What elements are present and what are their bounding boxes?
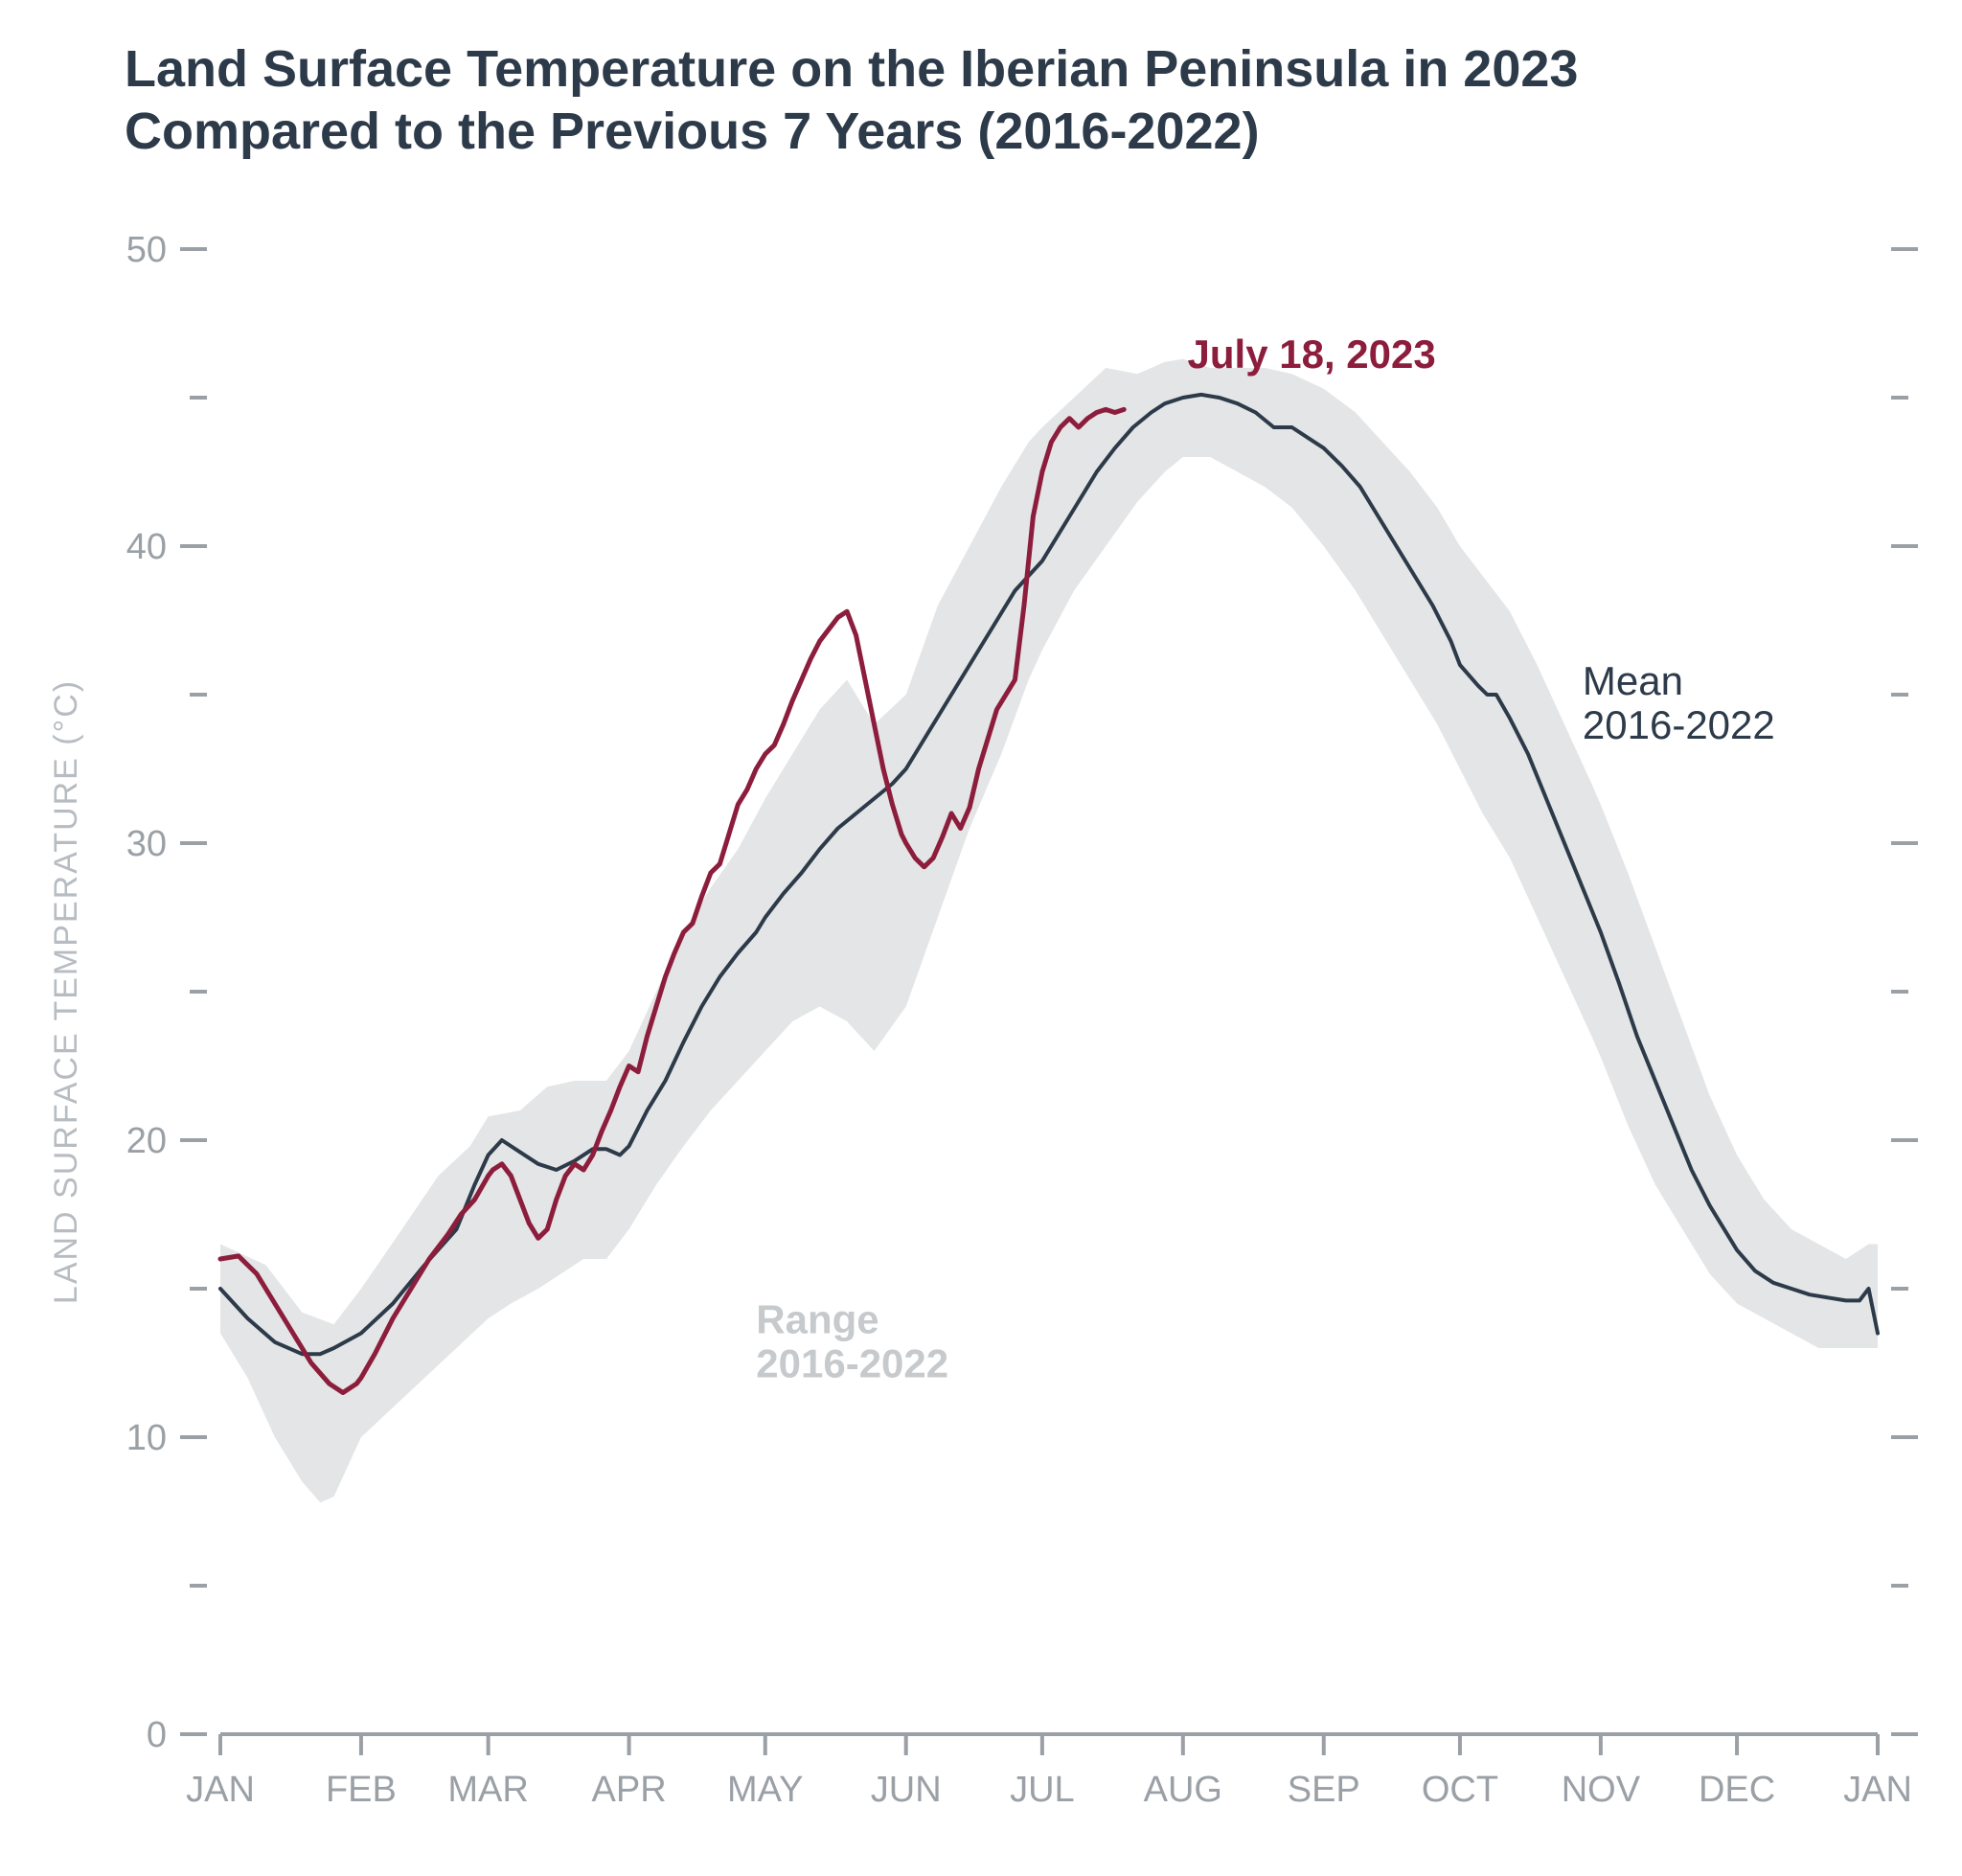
x-tick-label: MAY — [727, 1770, 804, 1810]
x-tick-label: SEP — [1288, 1770, 1360, 1810]
y-tick-label: 0 — [147, 1715, 167, 1755]
x-tick-label: APR — [592, 1770, 667, 1810]
mean-label-line1: Mean — [1583, 658, 1683, 703]
range-label-line2: 2016-2022 — [756, 1341, 948, 1386]
y-tick-label: 40 — [126, 527, 167, 567]
x-tick-label: DEC — [1699, 1770, 1775, 1810]
chart-title-line2: Compared to the Previous 7 Years (2016-2… — [125, 103, 1260, 160]
x-tick-label: JUN — [871, 1770, 942, 1810]
x-tick-label: OCT — [1422, 1770, 1498, 1810]
y-tick-label: 10 — [126, 1418, 167, 1458]
x-tick-label: JAN — [1843, 1770, 1912, 1810]
x-tick-label: JUL — [1010, 1770, 1075, 1810]
chart-title-line1: Land Surface Temperature on the Iberian … — [125, 40, 1578, 98]
y-tick-label: 20 — [126, 1121, 167, 1161]
current-year-label: July 18, 2023 — [1188, 332, 1436, 377]
x-tick-label: AUG — [1144, 1770, 1222, 1810]
chart-bg — [0, 0, 1962, 1876]
y-axis-label: LAND SURFACE TEMPERATURE (°C) — [48, 679, 84, 1304]
mean-label-line2: 2016-2022 — [1583, 702, 1775, 747]
range-label-line1: Range — [756, 1297, 878, 1342]
x-tick-label: JAN — [186, 1770, 255, 1810]
x-tick-label: FEB — [326, 1770, 397, 1810]
chart-container: Land Surface Temperature on the Iberian … — [0, 0, 1962, 1876]
chart-svg: Land Surface Temperature on the Iberian … — [0, 0, 1962, 1876]
y-tick-label: 30 — [126, 824, 167, 864]
x-tick-label: MAR — [447, 1770, 528, 1810]
y-tick-label: 50 — [126, 230, 167, 270]
x-tick-label: NOV — [1562, 1770, 1641, 1810]
